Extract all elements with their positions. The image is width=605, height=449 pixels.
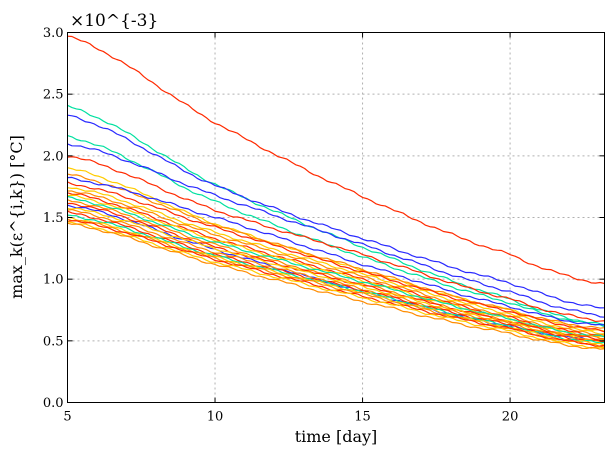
series-line [67,222,605,350]
series-line [67,207,605,343]
series-line [67,202,605,341]
series-line [67,156,605,323]
series-line [67,104,605,326]
series-line [67,216,605,346]
x-tick-label: 20 [502,410,519,425]
y-tick-label: 2.0 [43,149,64,164]
x-tick-label: 5 [63,410,71,425]
y-axis-label: max_k(ε^{i,k}) [°C] [7,135,26,299]
series-line [67,195,605,338]
series-line [67,176,605,326]
x-tick-label: 10 [207,410,224,425]
series-line [67,187,605,335]
series-line [67,35,605,285]
series-line [67,190,605,336]
series-line [67,208,605,342]
x-tick-label: 15 [354,410,371,425]
series-line [67,194,605,338]
series-line [67,221,605,349]
y-multiplier: ×10^{-3} [70,11,158,31]
series-line [67,181,605,333]
y-ticks: 0.0 0.5 1.0 1.5 2.0 2.5 3.0 [43,26,605,411]
series-lines [67,35,605,350]
y-tick-label: 0.0 [43,396,64,411]
y-tick-label: 1.5 [43,211,64,226]
y-tick-label: 2.5 [43,88,64,103]
series-line [67,114,605,309]
series-line [67,143,605,318]
y-tick-label: 1.0 [43,273,64,288]
x-ticks: 5 10 15 20 [63,32,519,425]
series-line [67,167,605,332]
y-tick-label: 3.0 [43,26,64,41]
y-tick-label: 0.5 [43,334,64,349]
x-axis-label: time [day] [295,427,378,446]
